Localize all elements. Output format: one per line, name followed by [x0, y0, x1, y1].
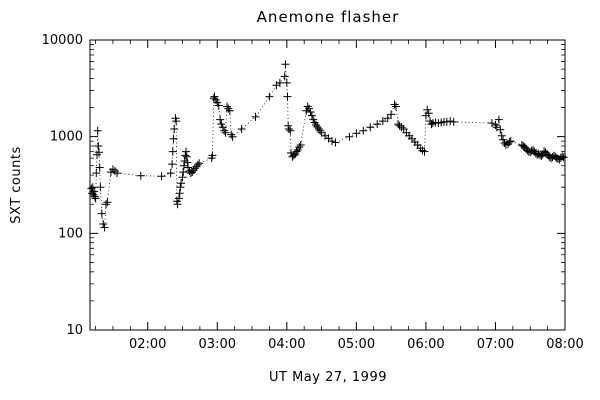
chart-title: Anemone flasher [257, 8, 400, 26]
plot-area: 02:00 03:00 04:00 05:00 06:00 07:00 08:00 10 100… [42, 33, 584, 352]
data-line [91, 64, 564, 228]
x-tick-label: 08:00 [546, 337, 583, 352]
data-markers [87, 60, 568, 232]
x-tick-label: 07:00 [477, 337, 514, 352]
axis-box [89, 39, 566, 331]
x-tick-label: 06:00 [407, 337, 444, 352]
y-axis-label: SXT counts [9, 146, 24, 223]
x-tick-label: 05:00 [338, 337, 375, 352]
y-tick-label: 10000 [42, 33, 83, 48]
x-ticks: 02:00 03:00 04:00 05:00 06:00 07:00 08:00 [95, 40, 584, 352]
y-tick-label: 1000 [50, 130, 83, 145]
y-tick-label: 10 [66, 323, 83, 338]
x-tick-label: 04:00 [268, 337, 305, 352]
x-axis-label: UT May 27, 1999 [269, 370, 387, 385]
x-tick-label: 02:00 [129, 337, 166, 352]
y-tick-label: 100 [58, 226, 83, 241]
x-tick-label: 03:00 [199, 337, 236, 352]
y-ticks: 10 100 1000 10000 [42, 33, 565, 338]
